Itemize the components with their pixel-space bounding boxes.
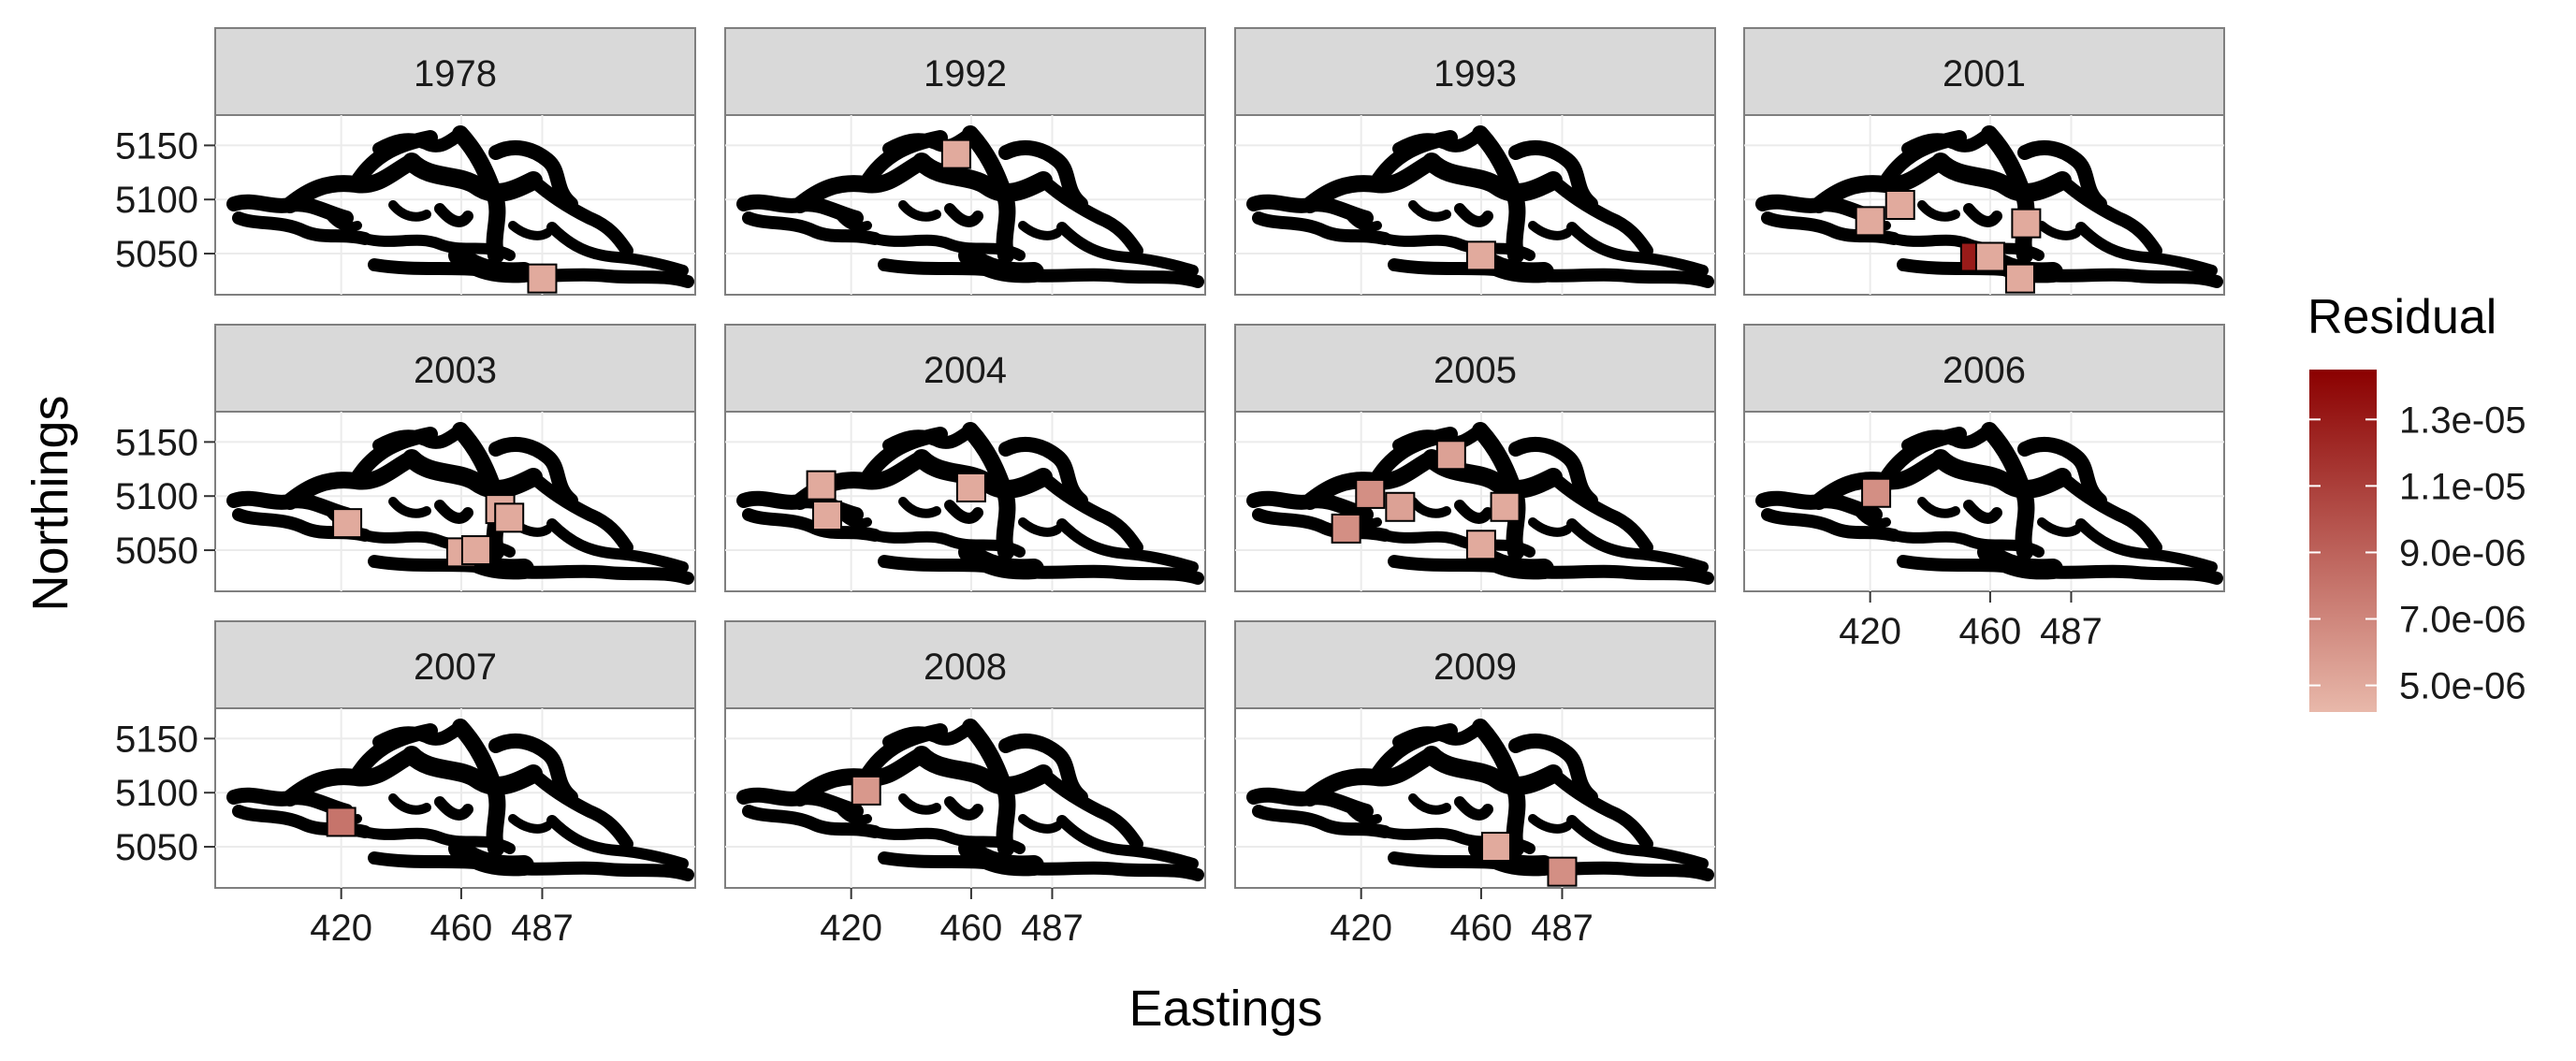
y-axis-title: Northings	[22, 395, 79, 611]
facet-panel-2007: 2007 5050 5100 5150 420 460 487	[115, 620, 695, 949]
legend-ticks: 1.3e-05 1.1e-05 9.0e-06 7.0e-06 5.0e-06	[2309, 400, 2526, 707]
x-tick-label: 460	[430, 908, 493, 949]
legend-label: 5.0e-06	[2399, 666, 2526, 707]
residual-point	[1385, 491, 1416, 522]
y-tick-label: 5150	[115, 125, 198, 167]
facet-strip	[1234, 324, 1716, 413]
y-tick-label: 5050	[115, 234, 198, 275]
legend-label: 7.0e-06	[2399, 600, 2526, 641]
y-tick-label: 5100	[115, 180, 198, 221]
facet-panel-1978: 1978 5050 5100 5150	[115, 27, 696, 296]
axis-titles: Eastings Northings	[22, 395, 1323, 1037]
residual-point	[2011, 208, 2042, 239]
facet-strip-label: 2004	[924, 350, 1007, 391]
facets-layer: 1978 5050 5100 5150 1992 1993 2001 2003 5050 5100…	[115, 27, 2225, 949]
facet-panel-2004: 2004	[724, 324, 1206, 592]
facet-panel-1993: 1993	[1234, 27, 1715, 296]
facet-strip	[1234, 620, 1716, 709]
residual-point	[955, 472, 986, 502]
y-tick-label: 5150	[115, 422, 198, 463]
facet-strip-label: 2006	[1943, 350, 2026, 391]
facet-strip-label: 2008	[924, 647, 1007, 688]
residual-point	[940, 138, 971, 169]
x-tick-label: 487	[511, 908, 574, 949]
legend: Residual 1.3e-05 1.1e-05 9.0e-06 7.0e-06 5.0…	[2307, 290, 2526, 712]
residual-point	[1855, 206, 1885, 237]
facet-panel-2003: 2003 5050 5100 5150	[115, 324, 695, 592]
facet-strip-label: 2005	[1434, 350, 1517, 391]
facet-strip-label: 1992	[924, 53, 1007, 94]
x-tick-label: 460	[1959, 611, 2022, 652]
facet-strip-label: 1978	[414, 53, 497, 94]
residual-point	[332, 508, 363, 539]
residual-point	[1465, 240, 1496, 271]
x-tick-label: 460	[1450, 908, 1513, 949]
residual-point	[1861, 477, 1892, 508]
residual-point	[494, 502, 525, 533]
x-tick-label: 420	[820, 908, 882, 949]
y-tick-label: 5100	[115, 773, 198, 814]
legend-title: Residual	[2307, 290, 2496, 344]
y-tick-label: 5050	[115, 530, 198, 572]
residual-point	[851, 775, 881, 806]
x-tick-label: 420	[310, 908, 372, 949]
facet-strip-label: 2009	[1434, 647, 1517, 688]
residual-point	[460, 535, 491, 566]
residual-point	[1885, 190, 1915, 220]
x-tick-label: 487	[1531, 908, 1594, 949]
residual-point	[1490, 491, 1521, 522]
facet-strip-label: 2007	[414, 647, 497, 688]
facet-strip	[214, 27, 696, 116]
x-tick-label: 420	[1839, 611, 1901, 652]
residual-point	[527, 263, 558, 294]
facet-strip-label: 2003	[414, 350, 497, 391]
facet-strip	[724, 620, 1206, 709]
residual-point	[2004, 263, 2035, 294]
x-tick-label: 487	[2040, 611, 2103, 652]
x-tick-label: 487	[1021, 908, 1084, 949]
y-tick-label: 5100	[115, 476, 198, 517]
residual-point	[1480, 832, 1511, 863]
residual-point	[1547, 856, 1578, 887]
legend-label: 9.0e-06	[2399, 532, 2526, 574]
x-axis-title: Eastings	[1128, 981, 1322, 1037]
x-tick-label: 460	[940, 908, 1003, 949]
residual-point	[1974, 241, 2005, 272]
residual-point	[1331, 513, 1361, 544]
facet-panel-1992: 1992	[724, 27, 1205, 296]
facet-strip	[724, 324, 1206, 413]
facet-strip	[1743, 27, 2225, 116]
residual-point	[812, 501, 843, 531]
residual-point	[1465, 530, 1496, 560]
legend-label: 1.1e-05	[2399, 466, 2526, 507]
facet-panel-2008: 2008 420 460 487	[724, 620, 1206, 949]
facet-strip-label: 2001	[1943, 53, 2026, 94]
facet-strip	[1743, 324, 2225, 413]
residual-point	[806, 470, 837, 501]
y-tick-label: 5150	[115, 719, 198, 760]
residual-point	[1355, 478, 1386, 509]
residual-point	[1435, 440, 1466, 471]
facet-panel-2009: 2009 420 460 487	[1234, 620, 1716, 949]
legend-colorbar	[2309, 370, 2377, 712]
facet-panel-2006: 2006 420 460 487	[1743, 324, 2225, 652]
legend-label: 1.3e-05	[2399, 400, 2526, 441]
facet-panel-2001: 2001	[1743, 27, 2225, 296]
facet-strip-label: 1993	[1434, 53, 1517, 94]
y-tick-label: 5050	[115, 827, 198, 868]
facet-panel-2005: 2005	[1234, 324, 1716, 592]
x-tick-label: 420	[1330, 908, 1392, 949]
residual-point	[326, 807, 357, 837]
